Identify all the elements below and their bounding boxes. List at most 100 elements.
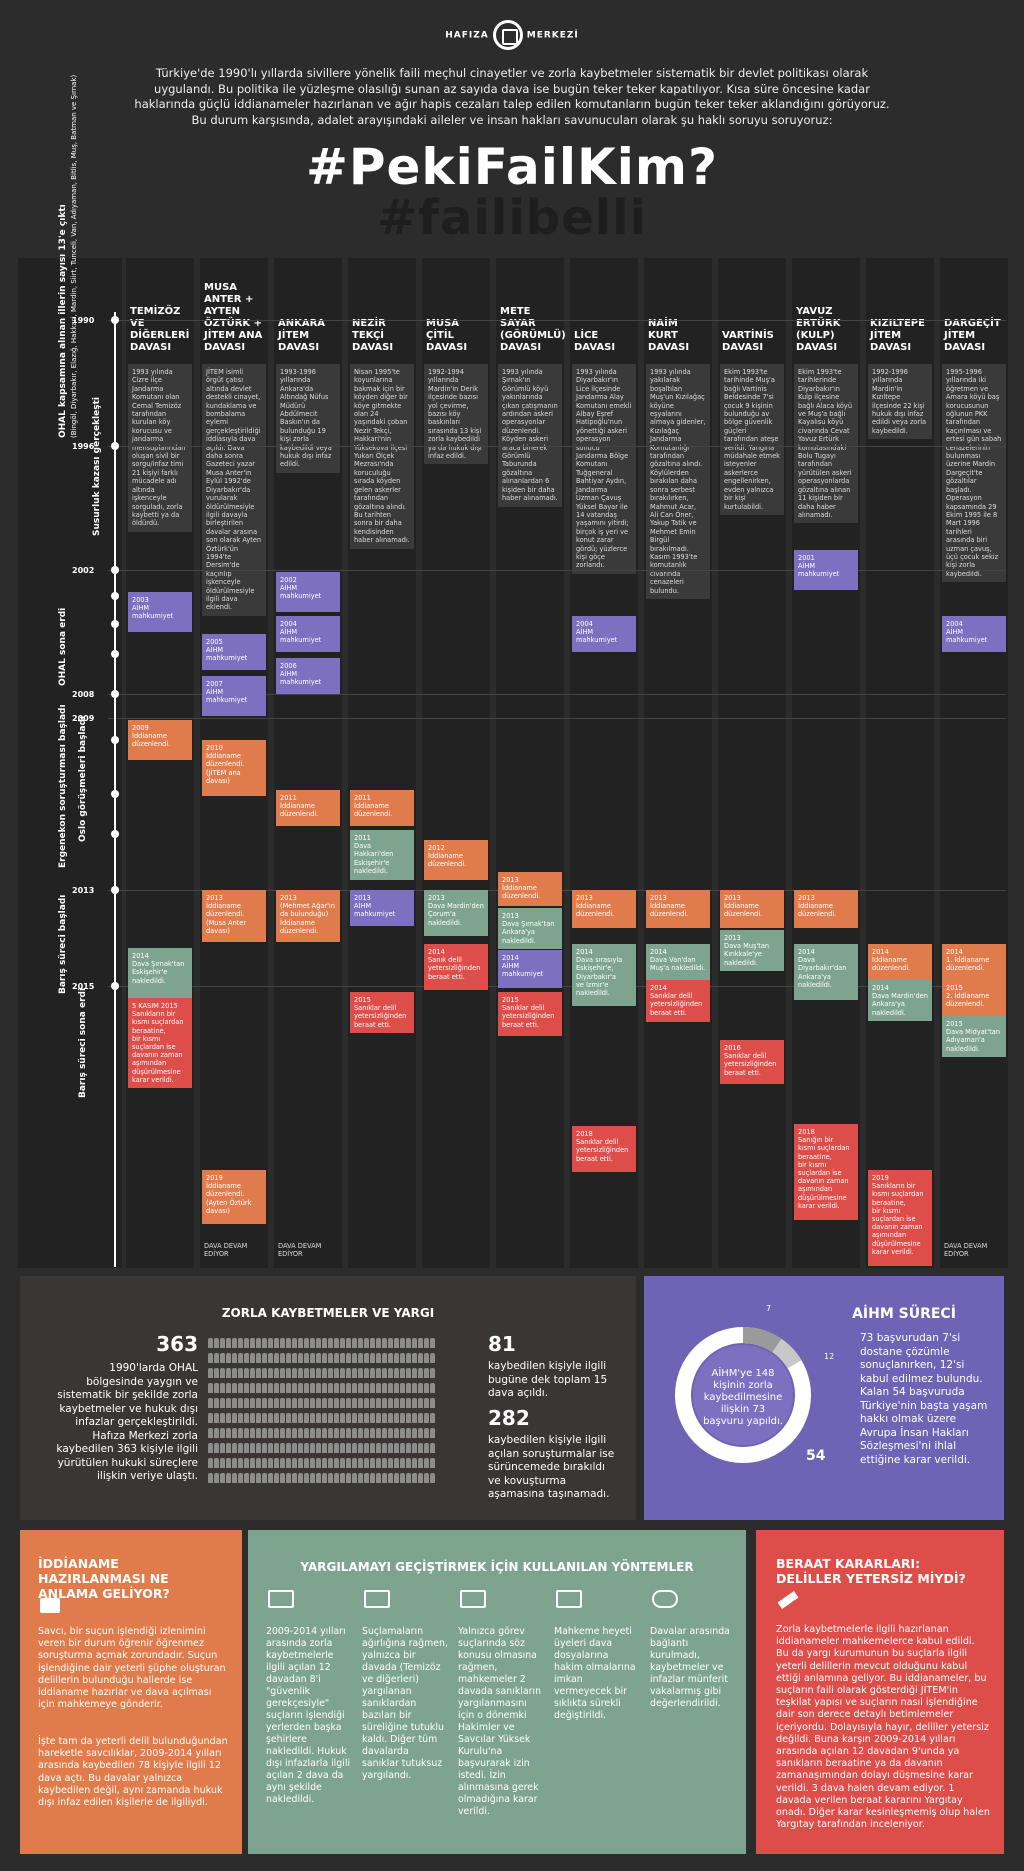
zk-81-text: kaybedilen kişiyle ilgili bugüne dek top… (488, 1360, 608, 1399)
timeline-dot (111, 886, 119, 894)
person-icon (400, 1473, 405, 1483)
person-icon (286, 1443, 291, 1453)
person-icon (346, 1338, 351, 1348)
person-icon (250, 1443, 255, 1453)
iddianame-panel: İDDİANAME HAZIRLANMASI NE ANLAMA GELİYOR… (20, 1530, 242, 1854)
person-icon (244, 1398, 249, 1408)
people-row (208, 1351, 480, 1366)
person-icon (226, 1473, 231, 1483)
year-line-1996 (108, 446, 1006, 447)
person-icon (418, 1473, 423, 1483)
person-icon (400, 1413, 405, 1423)
event-box-6: 2010 İddianame düzenlendi. (JİTEM ana da… (202, 740, 266, 796)
person-icon (304, 1428, 309, 1438)
person-icon (334, 1413, 339, 1423)
year-label-1990: 1990 (72, 316, 95, 325)
case-desc-11: 1995-1996 yıllarında iki öğretmen ve Ama… (942, 364, 1006, 583)
person-icon (430, 1368, 435, 1378)
person-icon (262, 1413, 267, 1423)
person-icon (280, 1473, 285, 1483)
person-icon (388, 1413, 393, 1423)
event-box-37: 2014 Dava Diyarbakır'dan Ankara'ya nakle… (794, 944, 858, 1000)
person-icon (430, 1398, 435, 1408)
person-icon (232, 1413, 237, 1423)
person-icon (214, 1338, 219, 1348)
event-box-27: 2014 Dava sırasıyla Eskişehir'e, Diyarba… (572, 944, 636, 1006)
person-icon (310, 1443, 315, 1453)
event-box-25: 2004 AİHM mahkumiyet (572, 616, 636, 652)
people-row (208, 1381, 480, 1396)
event-box-21: 2013 İddianame düzenlendi. (498, 872, 562, 906)
year-label-2008: 2008 (72, 690, 95, 699)
person-icon (376, 1398, 381, 1408)
person-icon (286, 1458, 291, 1468)
event-box-11: 2006 AİHM mahkumiyet (276, 658, 340, 694)
person-icon (286, 1383, 291, 1393)
person-icon (382, 1413, 387, 1423)
person-icon (256, 1428, 261, 1438)
event-box-33: 2013 Dava Muş'tan Kırıkkale'ye nakledild… (720, 930, 784, 971)
timeline-label-column (18, 258, 122, 1268)
event-box-28: 2018 Sanıklar delil yetersizliğinden ber… (572, 1126, 636, 1172)
person-icon (340, 1428, 345, 1438)
person-icon (268, 1368, 273, 1378)
person-icon (418, 1443, 423, 1453)
person-icon (322, 1398, 327, 1408)
person-icon (424, 1428, 429, 1438)
timeline-dot (111, 620, 119, 628)
person-icon (334, 1398, 339, 1408)
person-icon (214, 1383, 219, 1393)
person-icon (220, 1353, 225, 1363)
person-icon (418, 1413, 423, 1423)
person-icon (310, 1398, 315, 1408)
hashtag-peki-fail-kim: #PekiFailKim? (305, 138, 719, 196)
person-icon (430, 1458, 435, 1468)
person-icon (256, 1458, 261, 1468)
person-icon (430, 1413, 435, 1423)
person-icon (262, 1443, 267, 1453)
person-icon (382, 1458, 387, 1468)
person-icon (316, 1353, 321, 1363)
case-title-1: MUSA ANTER + AYTEN ÖZTÜRK + JİTEM ANA DA… (204, 282, 263, 353)
person-icon (244, 1338, 249, 1348)
route-icon (268, 1590, 294, 1608)
person-icon (394, 1443, 399, 1453)
person-icon (406, 1398, 411, 1408)
person-icon (244, 1383, 249, 1393)
person-icon (430, 1353, 435, 1363)
dava-devam-1: DAVA DEVAM EDİYOR (278, 1242, 322, 1259)
person-icon (316, 1383, 321, 1393)
person-icon (286, 1473, 291, 1483)
person-icon (274, 1473, 279, 1483)
person-icon (232, 1443, 237, 1453)
person-icon (328, 1458, 333, 1468)
person-icon (406, 1413, 411, 1423)
person-icon (352, 1398, 357, 1408)
person-icon (238, 1353, 243, 1363)
year-line-1990 (108, 320, 1006, 321)
person-icon (376, 1353, 381, 1363)
case-title-3: NEZİR TEKÇİ DAVASI (352, 318, 394, 353)
event-box-0: 2003 AİHM mahkumiyet (128, 592, 192, 632)
person-icon (322, 1353, 327, 1363)
person-icon (232, 1458, 237, 1468)
person-icon (262, 1353, 267, 1363)
person-icon (322, 1338, 327, 1348)
person-icon (388, 1383, 393, 1393)
person-icon (358, 1383, 363, 1393)
person-icon (244, 1458, 249, 1468)
bars-icon (364, 1590, 390, 1608)
people-row (208, 1426, 480, 1441)
person-icon (292, 1443, 297, 1453)
person-icon (376, 1458, 381, 1468)
person-icon (346, 1428, 351, 1438)
person-icon (394, 1398, 399, 1408)
person-icon (304, 1413, 309, 1423)
person-icon (250, 1473, 255, 1483)
beraat-panel: BERAAT KARARLARI: DELİLLER YETERSİZ MİYD… (756, 1530, 1004, 1854)
person-icon (388, 1368, 393, 1378)
person-icon (274, 1398, 279, 1408)
person-icon (424, 1338, 429, 1348)
event-box-14: 2011 İddianame düzenlendi. (350, 790, 414, 826)
person-icon (298, 1383, 303, 1393)
